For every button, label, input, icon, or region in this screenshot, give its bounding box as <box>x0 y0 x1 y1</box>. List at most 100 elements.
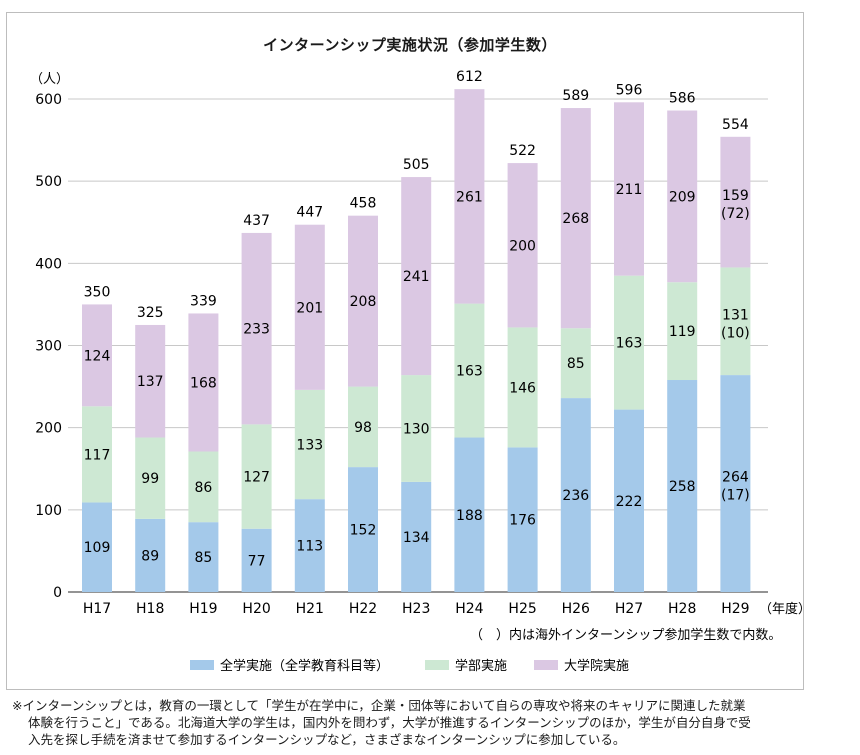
x-tick-label: H18 <box>136 601 164 617</box>
x-tick-label: H23 <box>402 601 430 617</box>
bar-segment <box>135 518 166 592</box>
bar-value-label: 130 <box>403 421 430 437</box>
overseas-count-label: (10) <box>721 325 750 341</box>
bar-segment <box>720 136 751 268</box>
bar-segment <box>348 215 378 387</box>
chart-frame <box>6 12 804 690</box>
bar-segment <box>454 437 485 592</box>
bar-value-label: 117 <box>84 447 111 463</box>
bar-value-label: 113 <box>296 539 323 555</box>
bar-value-label: 261 <box>456 189 483 205</box>
overseas-note: （ ）内は海外インターンシップ参加学生数で内数。 <box>470 627 781 643</box>
bar-segment <box>560 108 591 329</box>
y-tick-label: 0 <box>53 585 62 601</box>
x-tick-label: H19 <box>189 601 217 617</box>
x-tick-label: H22 <box>349 601 377 617</box>
y-tick-label: 600 <box>35 92 62 108</box>
x-tick-label: H29 <box>721 601 749 617</box>
bar-value-label: 168 <box>190 375 217 391</box>
bar-value-label: 99 <box>141 471 159 487</box>
bar-value-label: 264 <box>722 470 749 486</box>
bar-total-label: 596 <box>616 82 643 98</box>
bar-segment <box>241 232 272 425</box>
footnote: ※インターンシップとは，教育の一環として「学生が在学中に，企業・団体等において自… <box>12 697 842 748</box>
bar-segment <box>667 110 698 283</box>
y-tick-label: 300 <box>35 339 62 355</box>
bar-total-label: 522 <box>509 143 536 159</box>
bar-value-label: 152 <box>350 523 377 539</box>
bar-total-label: 339 <box>190 293 217 309</box>
legend-label: 全学実施（全学教育科目等） <box>220 658 389 674</box>
bar-total-label: 612 <box>456 69 483 85</box>
bar-value-label: 85 <box>194 550 212 566</box>
bar-value-label: 163 <box>456 364 483 380</box>
bar-total-label: 586 <box>669 91 696 107</box>
bar-segment <box>188 313 219 452</box>
bar-value-label: 241 <box>403 269 430 285</box>
bar-total-label: 350 <box>84 284 111 300</box>
bar-segment <box>401 177 432 376</box>
bar-segment <box>294 224 325 390</box>
bar-value-label: 133 <box>296 438 323 454</box>
bars: 109 117 124 350 89 99 137 325 85 86 168 339 77 127 233… <box>82 69 751 592</box>
bar-segment <box>667 380 698 592</box>
bar-value-label: 201 <box>296 300 323 316</box>
bar-segment <box>82 304 112 407</box>
bar-segment <box>401 375 432 482</box>
bar-segment <box>507 163 538 328</box>
bar-value-label: 137 <box>137 374 164 390</box>
bar-value-label: 124 <box>84 348 111 364</box>
bar-total-label: 505 <box>403 157 430 173</box>
footnote-line-2: 体験を行うこと」である。北海道大学の学生は，国内外を問わず，大学が推進するインタ… <box>28 715 751 730</box>
bar-value-label: 134 <box>403 530 430 546</box>
bar-value-label: 209 <box>669 189 696 205</box>
bar-value-label: 119 <box>669 324 696 340</box>
bar-segment <box>348 467 378 592</box>
legend-swatch <box>190 660 214 670</box>
bar-value-label: 208 <box>350 294 377 310</box>
legend-swatch <box>534 660 558 670</box>
x-tick-label: H27 <box>615 601 643 617</box>
bar-segment <box>401 481 432 592</box>
bar-value-label: 211 <box>616 182 643 198</box>
x-tick-label: H20 <box>242 601 270 617</box>
bar-segment <box>507 447 538 592</box>
bar-segment <box>135 324 166 438</box>
y-tick-label: 100 <box>35 503 62 519</box>
bar-total-label: 589 <box>562 88 589 104</box>
bar-segment <box>454 89 485 304</box>
bar-total-label: 447 <box>296 205 323 221</box>
y-axis-unit: （人） <box>30 72 69 87</box>
bar-value-label: 163 <box>616 336 643 352</box>
footnote-line-1: ※インターンシップとは，教育の一環として「学生が在学中に，企業・団体等において自… <box>12 698 746 713</box>
x-tick-label: H24 <box>455 601 483 617</box>
bar-segment <box>720 267 751 376</box>
bar-value-label: 236 <box>562 488 589 504</box>
x-tick-label: H21 <box>296 601 324 617</box>
x-axis: H17 H18 H19 H20 H21 H22 H23 H24 H25 H26 H27 H28 H29 （… <box>83 601 811 643</box>
bar-segment <box>454 303 485 438</box>
bar-value-label: 159 <box>722 188 749 204</box>
legend: 全学実施（全学教育科目等） 学部実施 大学院実施 <box>190 658 629 674</box>
bar-segment <box>294 389 325 500</box>
bar-segment <box>82 502 112 592</box>
y-axis: 0 100 200 300 400 500 600 （人） <box>30 72 69 601</box>
legend-swatch <box>425 660 449 670</box>
bar-segment <box>294 499 325 592</box>
bar-segment <box>614 409 644 592</box>
bar-segment <box>720 375 751 592</box>
bar-segment <box>560 398 591 592</box>
bar-value-label: 146 <box>509 380 536 396</box>
bar-value-label: 200 <box>509 238 536 254</box>
bar-segment <box>82 406 112 503</box>
bar-value-label: 222 <box>616 494 643 510</box>
y-tick-label: 400 <box>35 256 62 272</box>
x-tick-label: H17 <box>83 601 111 617</box>
legend-label: 大学院実施 <box>564 658 629 674</box>
bar-value-label: 131 <box>722 307 749 323</box>
legend-label: 学部実施 <box>455 658 507 674</box>
bar-total-label: 554 <box>722 117 749 133</box>
bar-value-label: 77 <box>248 553 266 569</box>
x-tick-label: H26 <box>562 601 590 617</box>
bar-value-label: 89 <box>141 548 159 564</box>
